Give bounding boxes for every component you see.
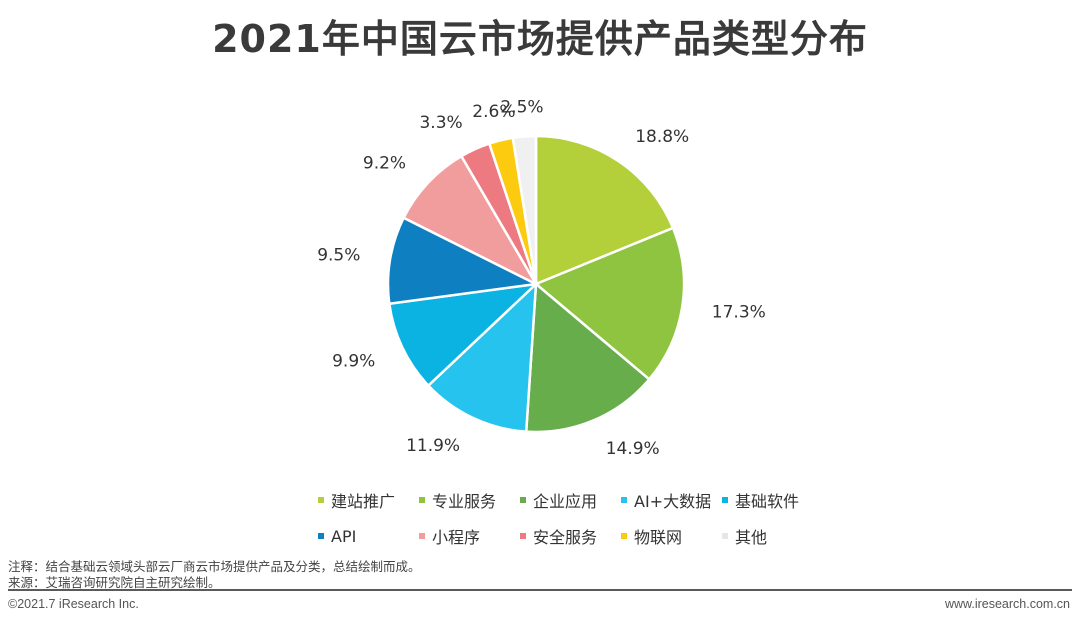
chart-note: 注释：结合基础云领域头部云厂商云市场提供产品及分类，总结绘制而成。 <box>8 559 421 574</box>
chart-title: 2021年中国云市场提供产品类型分布 <box>212 17 868 61</box>
chart-legend: 建站推广 专业服务 企业应用 AI+大数据 基础软件 API 小程序 安全服务 物联网 其他 <box>318 488 838 548</box>
legend-label-1: 专业服务 <box>432 492 497 511</box>
slice-label-2: 14.9% <box>606 439 660 459</box>
legend-swatch-2 <box>520 497 526 503</box>
chart-source: 来源：艾瑞咨询研究院自主研究绘制。 <box>8 575 221 590</box>
slice-label-6: 9.2% <box>363 153 406 173</box>
pie-slice-4 <box>387 282 540 388</box>
legend-swatch-1 <box>419 497 425 503</box>
legend-label-6: 小程序 <box>432 528 481 547</box>
legend-item-6: 小程序 <box>419 524 520 548</box>
legend-label-3: AI+大数据 <box>634 492 712 511</box>
legend-swatch-7 <box>520 533 526 539</box>
pie-slice-5 <box>386 216 541 306</box>
slice-label-8: 2.6% <box>472 102 515 122</box>
slice-label-3: 11.9% <box>406 436 460 456</box>
pie-slice-9 <box>511 134 538 285</box>
slice-label-7: 3.3% <box>419 113 462 133</box>
legend-label-2: 企业应用 <box>533 492 598 511</box>
legend-swatch-8 <box>621 533 627 539</box>
slice-label-5: 9.5% <box>317 246 360 266</box>
legend-item-4: 基础软件 <box>722 488 838 512</box>
legend-label-5: API <box>331 526 357 546</box>
legend-label-0: 建站推广 <box>331 492 396 511</box>
legend-label-7: 安全服务 <box>533 528 598 547</box>
legend-swatch-5 <box>318 533 324 539</box>
legend-item-3: AI+大数据 <box>621 488 722 512</box>
slice-label-9: 2.5% <box>500 98 543 118</box>
pie-slice-3 <box>426 280 538 434</box>
footer-website: www.iresearch.com.cn <box>944 597 1070 611</box>
legend-item-8: 物联网 <box>621 524 722 548</box>
legend-label-4: 基础软件 <box>735 492 800 511</box>
slice-label-0: 18.8% <box>635 127 689 147</box>
legend-item-9: 其他 <box>722 524 838 548</box>
pie-slice-1 <box>533 226 686 382</box>
slice-label-1: 17.3% <box>712 303 766 323</box>
footer-divider <box>8 589 1072 591</box>
legend-label-8: 物联网 <box>634 528 683 547</box>
footer-copyright: ©2021.7 iResearch Inc. <box>8 597 139 611</box>
pie-slice-0 <box>534 134 675 286</box>
slice-label-4: 9.9% <box>332 352 375 372</box>
pie-slice-6 <box>401 154 540 287</box>
legend-item-2: 企业应用 <box>520 488 621 512</box>
legend-swatch-6 <box>419 533 425 539</box>
legend-swatch-0 <box>318 497 324 503</box>
pie-slice-2 <box>524 281 651 434</box>
legend-item-1: 专业服务 <box>419 488 520 512</box>
legend-swatch-9 <box>722 533 728 539</box>
legend-swatch-3 <box>621 497 627 503</box>
legend-item-7: 安全服务 <box>520 524 621 548</box>
legend-swatch-4 <box>722 497 728 503</box>
legend-item-0: 建站推广 <box>318 488 419 512</box>
legend-label-9: 其他 <box>735 528 768 547</box>
legend-item-5: API <box>318 524 419 548</box>
